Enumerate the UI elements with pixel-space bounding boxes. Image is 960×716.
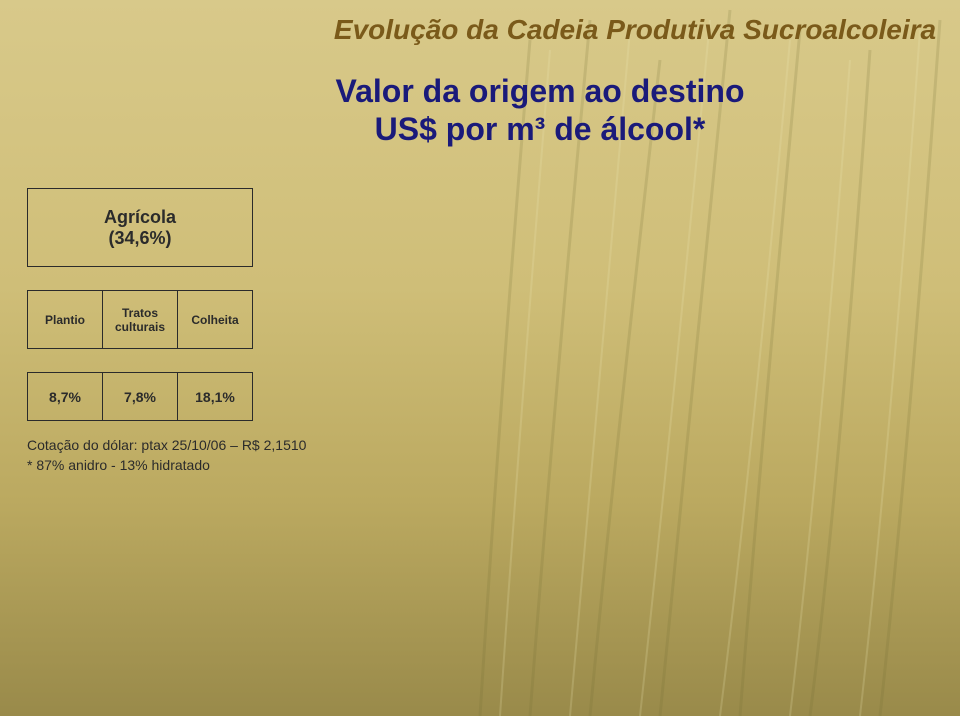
slide-subtitle: Valor da origem ao destino US$ por m³ de…: [0, 72, 960, 149]
footnote-line-2: * 87% anidro - 13% hidratado: [27, 456, 306, 476]
group-pct: (34,6%): [30, 228, 250, 249]
footnote-line-1: Cotação do dólar: ptax 25/10/06 – R$ 2,1…: [27, 436, 306, 456]
col-value-colheita: 18,1%: [178, 373, 253, 421]
col-header-plantio: Plantio: [28, 291, 103, 349]
footnote-block: Cotação do dólar: ptax 25/10/06 – R$ 2,1…: [27, 436, 306, 475]
table-spacer: [28, 349, 253, 373]
col-value-plantio: 8,7%: [28, 373, 103, 421]
subtitle-line-2: US$ por m³ de álcool*: [120, 110, 960, 148]
col-header-colheita: Colheita: [178, 291, 253, 349]
stage-table: Agrícola (34,6%) Plantio Tratos culturai…: [27, 188, 253, 421]
group-header-cell: Agrícola (34,6%): [28, 189, 253, 267]
col-header-tratos: Tratos culturais: [103, 291, 178, 349]
col-value-tratos: 7,8%: [103, 373, 178, 421]
subtitle-line-1: Valor da origem ao destino: [120, 72, 960, 110]
table-spacer: [28, 267, 253, 291]
group-label: Agrícola: [30, 207, 250, 228]
slide-title: Evolução da Cadeia Produtiva Sucroalcole…: [0, 14, 960, 46]
